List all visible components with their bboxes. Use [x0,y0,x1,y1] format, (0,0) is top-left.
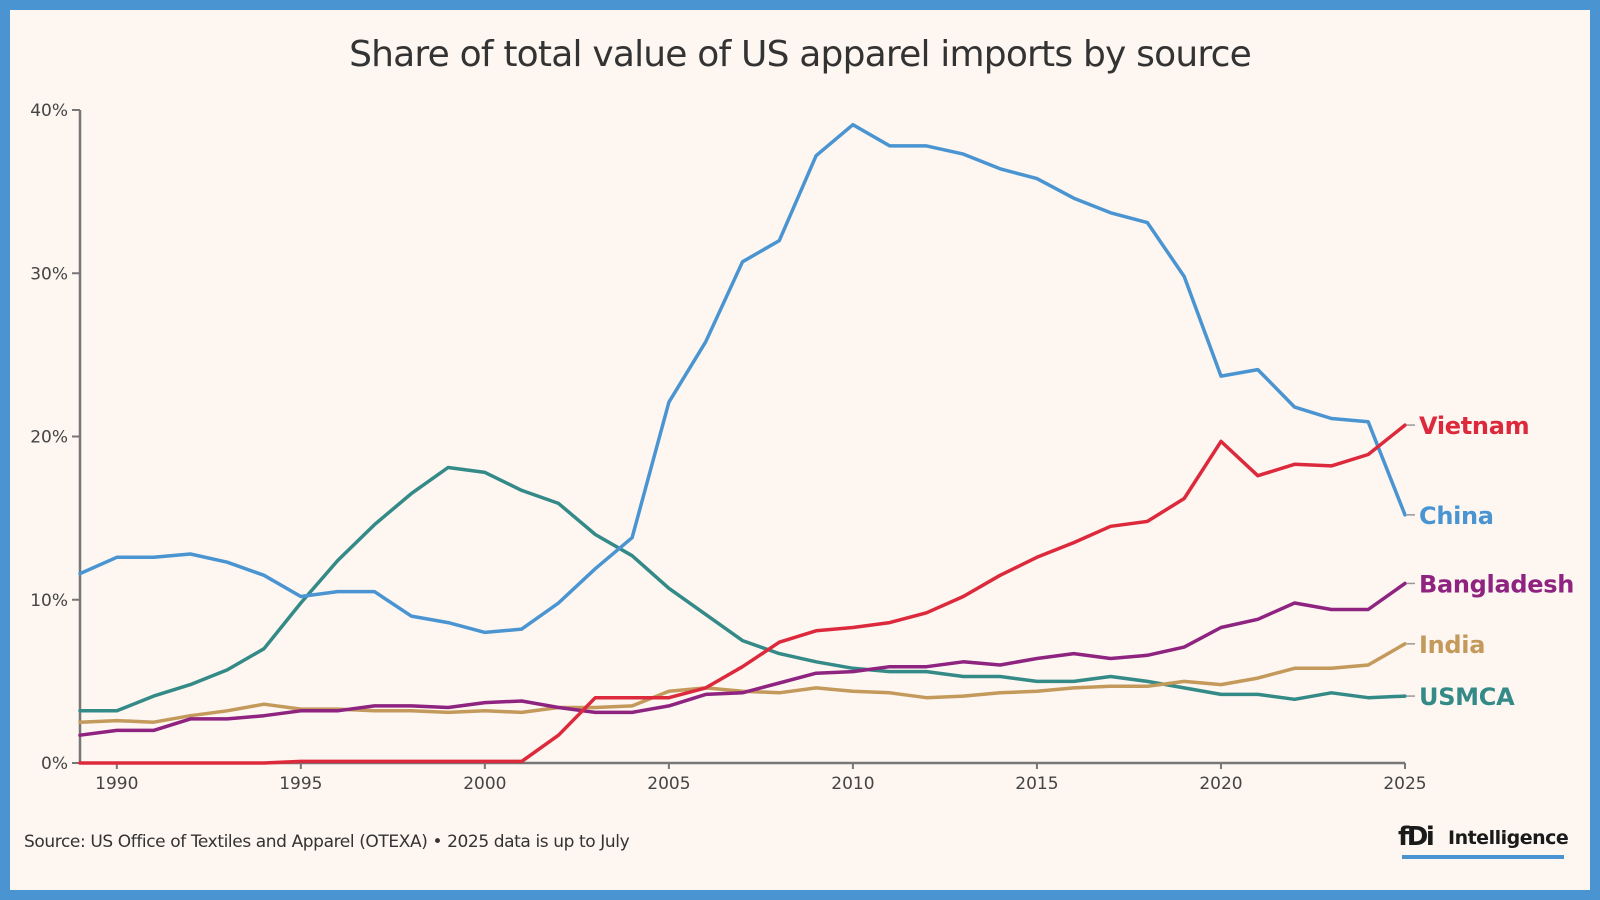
fdi-intelligence-logo: fDi Intelligence [1398,820,1569,860]
x-tick-label: 2000 [463,774,506,794]
x-tick-label: 2010 [831,774,874,794]
x-tick-label: 2005 [647,774,690,794]
series-label-vietnam: Vietnam [1419,412,1529,440]
logo-mark: fDi [1398,822,1435,852]
series-line-vietnam [78,423,1407,765]
series-line-india [78,642,1407,724]
x-tick-label: 2025 [1383,774,1426,794]
x-tick-label: 2020 [1199,774,1242,794]
chart-title: Share of total value of US apparel impor… [349,34,1252,75]
logo-underline [1402,855,1564,859]
series-line-bangladesh [78,581,1407,737]
series-labels: Vietnam China Bangladesh India USMCA [1407,412,1574,711]
logo-text: Intelligence [1448,827,1569,849]
series-line-china [78,122,1407,635]
y-tick-label: 30% [30,264,68,284]
series-label-usmca: USMCA [1419,683,1515,711]
series-label-china: China [1419,502,1494,530]
series-lines [78,122,1407,765]
y-tick-label: 10% [30,591,68,611]
y-tick-label: 40% [30,101,68,121]
series-line-usmca [78,465,1407,713]
x-tick-label: 2015 [1015,774,1058,794]
x-axis: 1990 1995 2000 2005 2010 2015 2020 2025 [80,761,1427,794]
x-tick-label: 1990 [95,774,138,794]
chart-frame [10,10,1590,890]
series-label-india: India [1419,631,1485,659]
y-tick-label: 0% [41,754,68,774]
x-tick-label: 1995 [279,774,322,794]
logo-mark-text: fDi [1398,822,1435,852]
y-axis: 0% 10% 20% 30% 40% [30,101,82,774]
y-tick-label: 20% [30,428,68,448]
series-label-bangladesh: Bangladesh [1419,570,1574,598]
source-note: Source: US Office of Textiles and Appare… [24,832,630,852]
